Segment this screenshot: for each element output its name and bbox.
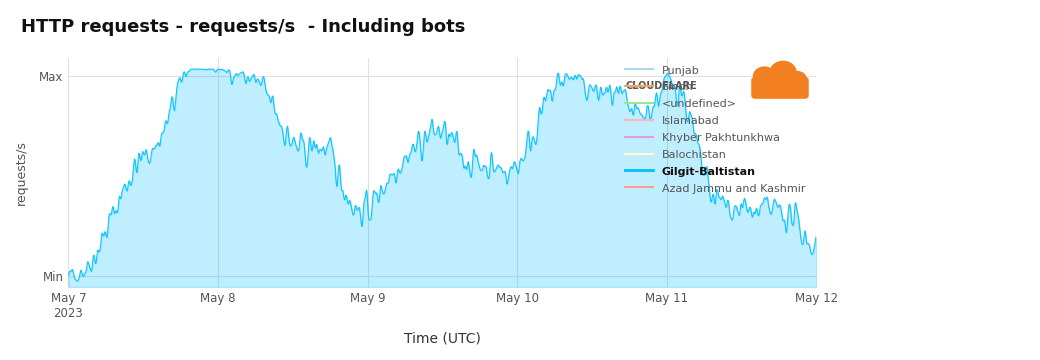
Ellipse shape (770, 62, 797, 84)
Ellipse shape (753, 67, 775, 86)
Text: CLOUDFLARE: CLOUDFLARE (625, 81, 697, 91)
Ellipse shape (788, 72, 806, 87)
X-axis label: Time (UTC): Time (UTC) (404, 331, 480, 345)
Legend: Punjab, Sindh, <undefined>, Islamabad, Khyber Pakhtunkhwa, Balochistan, Gilgit-B: Punjab, Sindh, <undefined>, Islamabad, K… (620, 59, 811, 199)
FancyBboxPatch shape (752, 78, 808, 98)
Text: HTTP requests - requests/s  - Including bots: HTTP requests - requests/s - Including b… (21, 18, 465, 36)
Y-axis label: requests/s: requests/s (15, 140, 28, 205)
